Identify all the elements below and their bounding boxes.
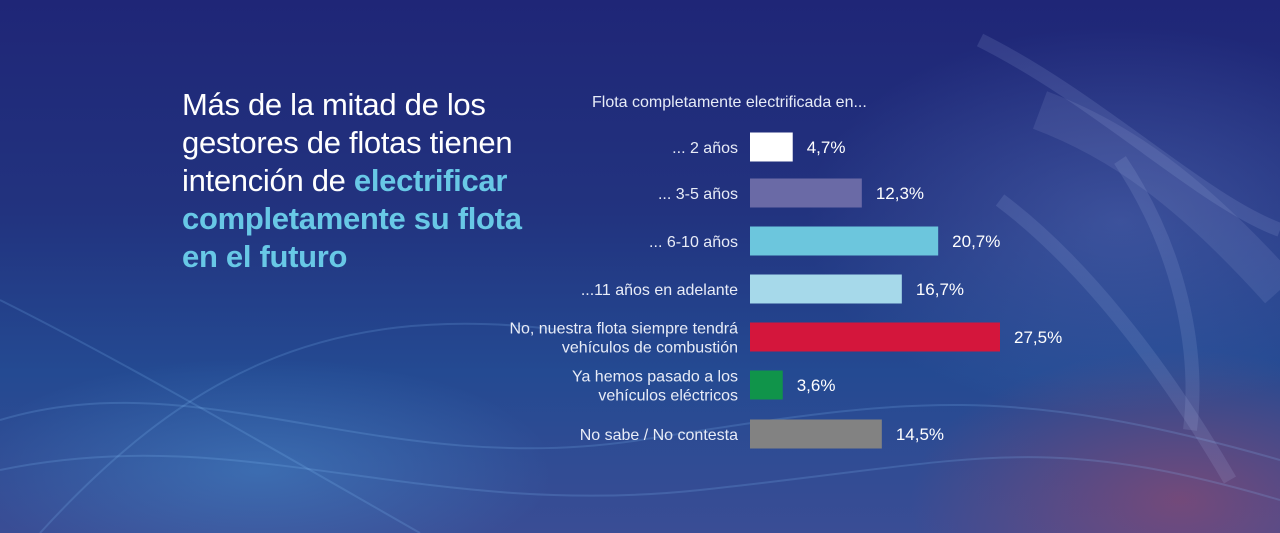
bar-1 [750,132,793,162]
bar-6 [750,370,783,400]
bar-value-label-7: 14,5% [896,425,944,444]
headline-line-2: gestores de flotas tienen [182,125,513,160]
bar-3 [750,226,939,256]
category-label-7: No sabe / No contesta [580,427,738,444]
bar-value-label-2: 12,3% [876,184,924,203]
headline-accent-3: en el futuro [182,239,348,274]
bar-2 [750,178,862,208]
bar-4 [750,274,902,304]
category-label-6-line-1: Ya hemos pasado a los [572,369,738,386]
category-label-5-line-2: vehículos de combustión [562,340,738,357]
headline-line-3: intención de electrificar [182,162,582,200]
headline-line-3-plain: intención de [182,163,354,198]
bar-value-label-1: 4,7% [807,138,846,157]
category-label-4: ...11 años en adelante [581,282,738,299]
category-label-3: ... 6-10 años [649,234,738,251]
bar-7 [750,419,882,449]
bar-value-label-5: 27,5% [1014,328,1062,347]
category-label-5-line-1: No, nuestra flota siempre tendrá [509,321,738,338]
headline-line-1: Más de la mitad de los [182,87,486,122]
headline: Más de la mitad de los gestores de flota… [182,86,582,276]
category-label-1: ... 2 años [672,140,738,157]
headline-accent-2: completamente su flota [182,201,522,236]
bar-value-label-4: 16,7% [916,280,964,299]
bar-5 [750,322,1000,352]
bar-value-label-6: 3,6% [797,376,836,395]
chart-title: Flota completamente electrificada en... [592,94,867,111]
category-label-6-line-2: vehículos eléctricos [598,388,738,405]
category-label-2: ... 3-5 años [658,186,738,203]
headline-accent-1: electrificar [353,163,508,198]
bar-value-label-3: 20,7% [952,232,1000,251]
